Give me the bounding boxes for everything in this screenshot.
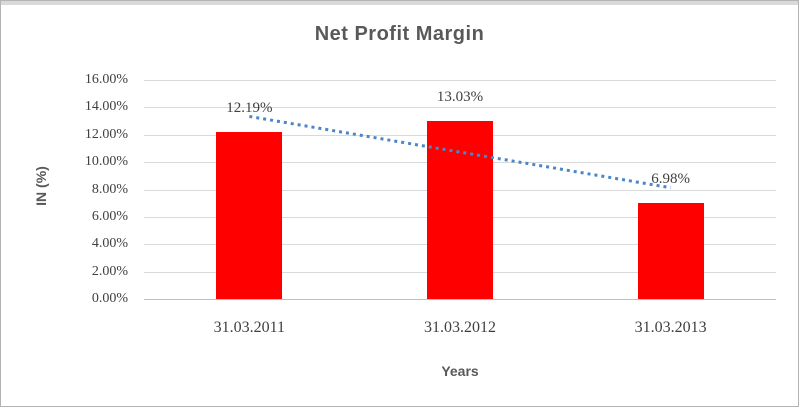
chart-title: Net Profit Margin bbox=[314, 23, 485, 45]
x-axis-tick-label: 31.03.2013 bbox=[634, 319, 707, 336]
y-axis-tick-label: 12.00% bbox=[84, 126, 128, 142]
y-axis-tick-label: 4.00% bbox=[91, 236, 128, 252]
bar bbox=[427, 120, 493, 299]
data-label: 12.19% bbox=[226, 100, 273, 117]
gridline bbox=[144, 80, 776, 81]
x-axis-title: Years bbox=[441, 363, 479, 379]
data-label: 13.03% bbox=[436, 88, 484, 105]
x-axis-tick-label: 31.03.2011 bbox=[213, 319, 286, 336]
gridline bbox=[144, 299, 776, 300]
y-axis-tick-label: 8.00% bbox=[91, 181, 128, 197]
top-border-strip bbox=[1, 1, 798, 5]
data-label: 6.98% bbox=[651, 171, 691, 188]
y-axis-tick-label: 10.00% bbox=[84, 154, 128, 170]
y-axis-tick-label: 6.00% bbox=[91, 208, 128, 224]
y-axis-tick-label: 2.00% bbox=[91, 263, 128, 279]
y-axis-title-text: IN (%) bbox=[33, 166, 49, 206]
y-axis-tick-label: 0.00% bbox=[91, 291, 128, 306]
y-axis-tick-label: 16.00% bbox=[84, 72, 128, 87]
bar bbox=[216, 132, 283, 299]
y-axis-tick-label: 14.00% bbox=[84, 99, 128, 115]
x-axis-tick-label: 31.03.2012 bbox=[424, 319, 496, 336]
gridline bbox=[144, 107, 776, 109]
bar bbox=[637, 203, 704, 299]
